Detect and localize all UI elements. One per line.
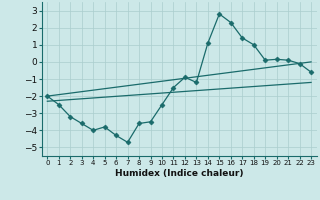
X-axis label: Humidex (Indice chaleur): Humidex (Indice chaleur) bbox=[115, 169, 244, 178]
